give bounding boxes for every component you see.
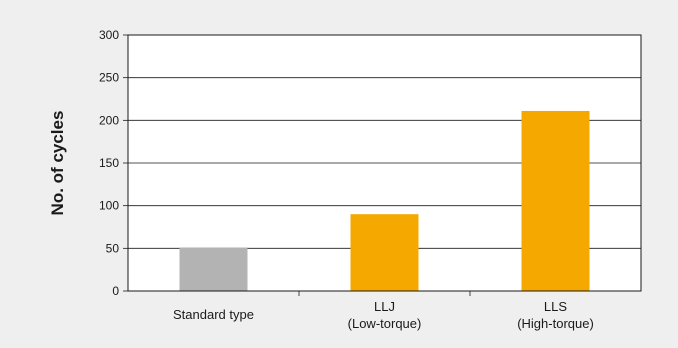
y-tick-label-200: 200 bbox=[99, 113, 119, 127]
axes bbox=[127, 34, 642, 296]
x-tick-label-2: LLS (High-torque) bbox=[517, 299, 594, 331]
bars bbox=[179, 110, 590, 292]
bar-0 bbox=[179, 247, 248, 291]
x-tick-label-1: LLJ (Low-torque) bbox=[348, 299, 422, 331]
y-tick-label-150: 150 bbox=[99, 156, 119, 170]
bar-1 bbox=[350, 214, 419, 291]
y-tick-label-50: 50 bbox=[106, 241, 120, 255]
y-tick-label-300: 300 bbox=[99, 28, 119, 42]
y-tick-label-0: 0 bbox=[112, 284, 119, 298]
bar-2 bbox=[521, 110, 590, 292]
x-tick-label-line: LLS bbox=[544, 299, 567, 314]
x-tick-label-line: Standard type bbox=[173, 307, 254, 322]
y-tick-label-250: 250 bbox=[99, 71, 119, 85]
x-tick-label-line: (Low-torque) bbox=[348, 316, 422, 331]
x-tick-label-0: Standard type bbox=[173, 307, 254, 322]
x-tick-label-line: LLJ bbox=[374, 299, 395, 314]
y-tick-label-100: 100 bbox=[99, 199, 119, 213]
plot-frame bbox=[127, 34, 642, 292]
x-tick-labels: Standard type LLJ (Low-torque) LLS (High-tor… bbox=[173, 299, 594, 331]
x-tick-label-line: (High-torque) bbox=[517, 316, 594, 331]
y-axis-title: No. of cycles bbox=[48, 111, 67, 216]
y-tick-labels: 0 50 100 150 200 250 300 bbox=[99, 28, 119, 298]
